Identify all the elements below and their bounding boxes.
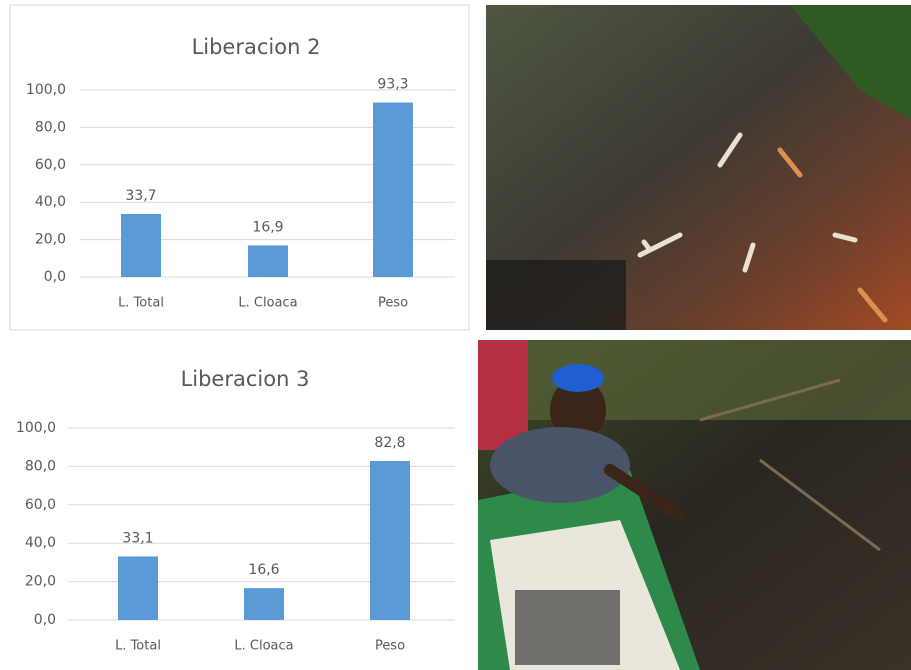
x-tick-label: L. Cloaca [234,639,293,654]
data-label: 33,1 [122,530,153,546]
data-label: 33,7 [125,188,156,204]
y-tick-label: 100,0 [26,82,66,98]
data-label: 16,9 [252,219,283,235]
x-tick-label: Peso [375,639,405,654]
bar [118,556,158,620]
x-tick-label: L. Total [118,296,164,311]
bar [248,245,288,277]
y-tick-label: 40,0 [25,535,56,551]
bar [244,588,284,620]
photo-release [478,340,911,670]
y-tick-label: 40,0 [35,194,66,210]
bar [370,461,410,620]
chart-title: Liberacion 2 [192,35,321,59]
y-tick-label: 80,0 [25,458,56,474]
data-label: 16,6 [248,562,279,578]
data-label: 93,3 [377,77,408,93]
chart-title: Liberacion 3 [181,367,310,391]
y-tick-label: 60,0 [25,497,56,513]
x-tick-label: L. Total [115,639,161,654]
y-tick-label: 80,0 [35,119,66,135]
photo-water [486,5,911,330]
bar [121,213,161,277]
x-tick-label: Peso [378,296,408,311]
x-tick-label: L. Cloaca [238,296,297,311]
y-tick-label: 20,0 [35,232,66,248]
bar [373,102,413,278]
y-tick-label: 100,0 [16,420,56,436]
y-tick-label: 20,0 [25,574,56,590]
y-tick-label: 60,0 [35,157,66,173]
y-tick-label: 0,0 [34,612,56,628]
data-label: 82,8 [374,435,405,451]
y-tick-label: 0,0 [44,269,66,285]
